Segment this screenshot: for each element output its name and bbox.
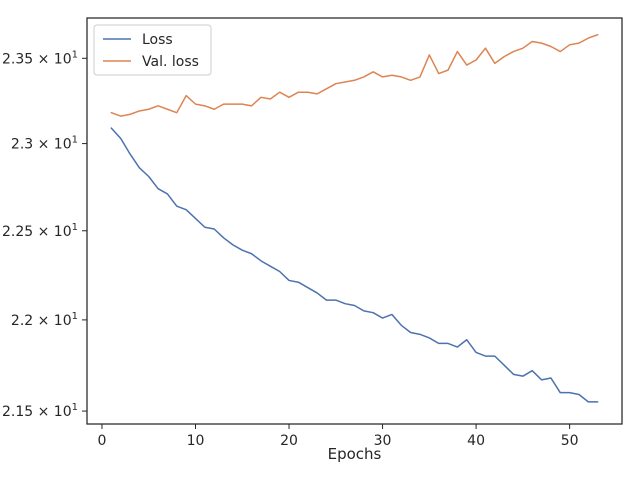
series-line-loss — [110, 127, 599, 403]
series-line-val-loss — [110, 33, 599, 117]
x-tick-label: 40 — [467, 433, 485, 449]
y-tick-label: 2.25 × 101 — [2, 222, 78, 240]
series-layer — [110, 33, 599, 403]
legend-label-loss: Loss — [142, 32, 173, 48]
y-axis: 2.15 × 101 2.2 × 101 2.25 × 101 2.3 × 101 2.… — [2, 49, 87, 420]
y-tick-label: 2.35 × 101 — [2, 49, 78, 67]
x-tick-label: 50 — [561, 433, 579, 449]
legend-frame — [93, 24, 212, 76]
y-tick-label: 2.3 × 101 — [11, 135, 78, 153]
legend: Loss Val. loss — [93, 24, 212, 76]
x-tick-label: 10 — [187, 433, 205, 449]
x-tick-label: 30 — [374, 433, 392, 449]
x-tick-label: 20 — [280, 433, 298, 449]
x-axis: 0 10 20 30 40 50 — [98, 424, 579, 449]
plot-frame — [86, 17, 623, 425]
y-tick-label: 2.2 × 101 — [11, 311, 78, 329]
x-axis-label: Epochs — [328, 445, 382, 463]
legend-label-val-loss: Val. loss — [142, 54, 199, 70]
x-tick-label: 0 — [98, 433, 107, 449]
y-tick-label: 2.15 × 101 — [2, 402, 78, 420]
